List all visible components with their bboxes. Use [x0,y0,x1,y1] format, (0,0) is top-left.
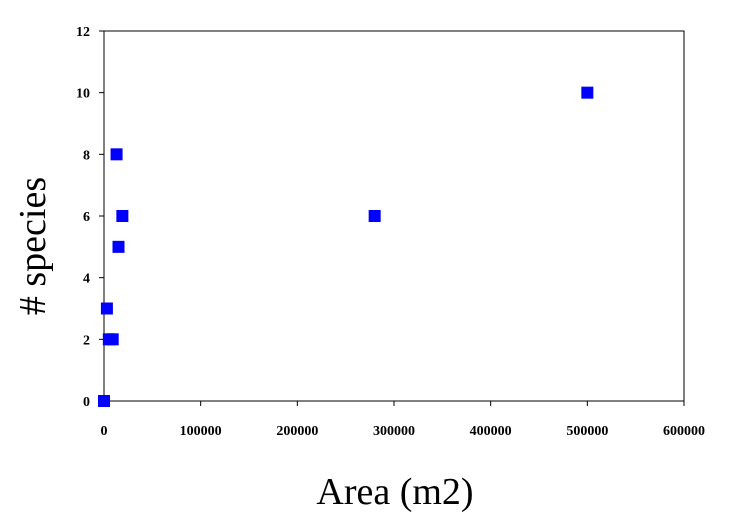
y-tick-label: 0 [83,395,90,410]
x-tick-label: 100000 [180,424,222,439]
data-point [110,148,123,161]
x-tick-label: 0 [101,424,108,439]
data-point [112,240,125,253]
data-point [98,395,110,407]
data-point [116,210,129,222]
y-axis-ticks: 0 2 4 6 8 10 12 [76,25,104,410]
data-point [581,86,594,99]
y-tick-label: 4 [83,272,90,287]
data-points [98,86,594,407]
y-tick-label: 8 [83,148,90,163]
x-axis-ticks: 0 100000 200000 300000 400000 500000 600000 [101,401,705,439]
x-tick-label: 200000 [276,424,318,439]
x-tick-label: 400000 [470,424,512,439]
x-axis-title: Area (m2) [316,471,473,513]
data-point [368,210,381,222]
y-tick-label: 12 [76,25,90,40]
x-tick-label: 500000 [566,424,608,439]
data-point [100,302,113,315]
x-tick-label: 600000 [663,424,705,439]
data-point [106,333,119,346]
y-tick-label: 6 [83,210,90,225]
y-tick-label: 10 [76,87,90,102]
y-axis-title: # species [12,177,54,315]
y-tick-label: 2 [83,333,90,348]
x-tick-label: 300000 [373,424,415,439]
